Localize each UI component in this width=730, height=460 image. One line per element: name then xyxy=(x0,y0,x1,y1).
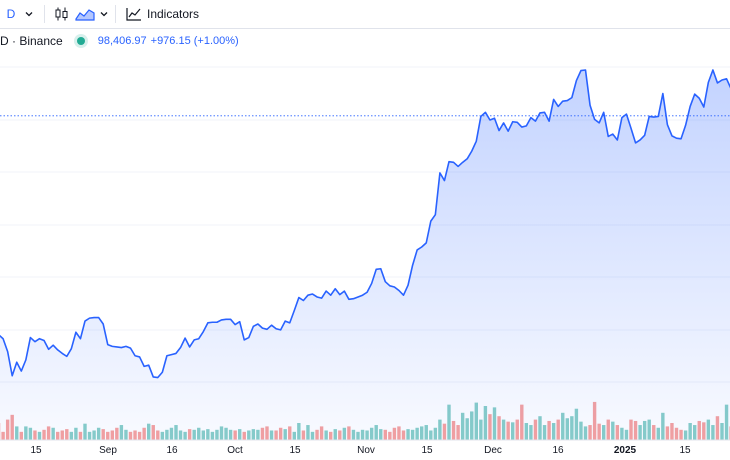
time-axis-tick-label: Sep xyxy=(99,445,117,456)
time-axis-tick-label: 15 xyxy=(289,445,301,456)
time-axis-background xyxy=(0,440,730,460)
time-axis-tick-label: 16 xyxy=(166,445,178,456)
price-change-value: +976.15 (+1.00%) xyxy=(150,35,239,47)
chart-toolbar: D Indicators xyxy=(0,0,730,29)
time-axis-tick-label: Dec xyxy=(484,445,502,456)
chevron-down-icon[interactable] xyxy=(97,0,111,28)
last-price-value: 98,406.97 xyxy=(97,35,147,47)
price-area-fill xyxy=(0,70,730,440)
symbol-label[interactable]: D · Binance xyxy=(0,34,63,48)
indicators-label: Indicators xyxy=(147,7,200,21)
price-series-line xyxy=(0,69,730,379)
time-axis: 15 Sep 16 Oct 15 Nov 15 Dec 16 2025 15 xyxy=(0,439,730,460)
toolbar-divider xyxy=(115,5,116,23)
time-axis-tick-label: 15 xyxy=(30,445,42,456)
time-axis-tick-label: 16 xyxy=(552,445,564,456)
time-axis-tick-label: Oct xyxy=(227,445,243,456)
chevron-down-icon[interactable] xyxy=(22,0,36,28)
time-axis-tick-label: 15 xyxy=(421,445,433,456)
time-axis-tick-label: 2025 xyxy=(614,445,637,456)
indicators-icon xyxy=(126,7,142,21)
toolbar-divider xyxy=(44,5,45,23)
market-status-indicator[interactable] xyxy=(76,37,85,45)
indicators-button[interactable]: Indicators xyxy=(120,0,205,28)
candlestick-icon[interactable] xyxy=(51,0,73,28)
time-axis-tick-label: Nov xyxy=(357,445,375,456)
interval-button[interactable]: D xyxy=(6,7,16,21)
area-chart-icon[interactable] xyxy=(73,0,97,28)
series-legend: D · Binance 98,406.97 +976.15 (+1.00%) xyxy=(0,34,239,48)
time-axis-tick-label: 15 xyxy=(679,445,691,456)
